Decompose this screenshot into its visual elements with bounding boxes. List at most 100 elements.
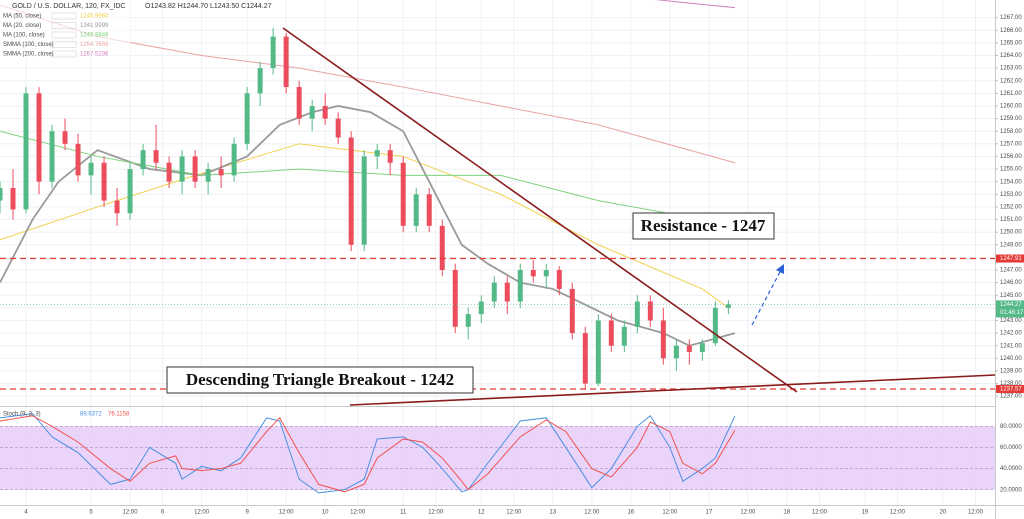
candle-body (75, 143, 81, 176)
candle-body (478, 301, 484, 315)
candle-body (595, 320, 601, 384)
level-label: 1237.57 (1000, 387, 1022, 393)
y-tick-label: 1254.00 (1000, 179, 1022, 185)
x-tick-label: 12:00 (584, 510, 600, 516)
candle-body (101, 162, 107, 201)
candle-body (543, 270, 549, 277)
candle-body (231, 143, 237, 176)
x-tick-label: 12:00 (123, 510, 139, 516)
level-tag (996, 384, 1024, 393)
symbol-title: GOLD / U.S. DOLLAR, 120, FX_IDC (12, 3, 126, 10)
countdown: 01:46:17 (1000, 310, 1024, 316)
y-tick-label: 1237.00 (1000, 394, 1022, 400)
candle-body (569, 288, 575, 334)
x-tick-label: 12 (478, 510, 485, 516)
candle-body (205, 169, 211, 182)
y-tick-label: 60.0000 (1000, 445, 1022, 451)
candle-body (23, 93, 29, 210)
legend-value: 1245.9960 (80, 14, 109, 20)
y-tick-label: 1252.00 (1000, 204, 1022, 210)
x-tick-label: 12:00 (968, 510, 984, 516)
y-tick-label: 1255.00 (1000, 167, 1022, 173)
x-tick-label: 12:00 (428, 510, 444, 516)
legend-name: SMMA (100, close) (3, 42, 54, 48)
candle-body (192, 156, 198, 182)
level-label: 1247.91 (1000, 256, 1022, 262)
y-tick-label: 1240.00 (1000, 356, 1022, 362)
candle-body (0, 187, 3, 201)
y-tick-label: 80.0000 (1000, 424, 1022, 430)
candle-body (62, 131, 68, 144)
candle-body (556, 270, 562, 289)
x-tick-label: 18 (784, 510, 791, 516)
candle-body (127, 169, 133, 214)
legend-name: SMMA (200, close) (3, 52, 54, 58)
legend: GOLD / U.S. DOLLAR, 120, FX_IDC O1243.82 … (0, 0, 272, 418)
y-tick-label: 1256.00 (1000, 154, 1022, 160)
trend-line (282, 27, 798, 393)
candle-body (348, 137, 354, 245)
candle-body (699, 343, 705, 353)
candle-body (582, 333, 588, 384)
axes: 1237.00 1238.00 1239.00 1240.00 1241.00 1242.… (24, 15, 1024, 516)
x-tick-label: 13 (549, 510, 556, 516)
last-price-tag (996, 300, 1024, 318)
candle-body (36, 93, 42, 182)
y-tick-label: 1247.00 (1000, 268, 1022, 274)
annotation: Resistance - 1247 (641, 216, 766, 235)
x-tick-label: 10 (322, 510, 329, 516)
candle-body (283, 36, 289, 88)
candle-body (465, 314, 471, 327)
candle-body (712, 307, 718, 344)
x-tick-label: 12:00 (194, 510, 210, 516)
y-tick-label: 1242.00 (1000, 331, 1022, 337)
candle-body (114, 200, 120, 214)
candle-body (335, 118, 341, 138)
x-tick-label: 5 (89, 510, 93, 516)
candle-body (452, 270, 458, 327)
candle-body (270, 36, 276, 69)
y-tick-label: 1239.00 (1000, 369, 1022, 375)
candle-body (400, 162, 406, 226)
x-tick-label: 6 (161, 510, 165, 516)
candle-body (686, 345, 692, 353)
x-tick-label: 11 (400, 510, 407, 516)
y-tick-label: 1246.00 (1000, 280, 1022, 286)
candle-body (10, 187, 16, 210)
candle-body (179, 156, 185, 182)
y-tick-label: 1264.00 (1000, 53, 1022, 59)
projection-arrow (751, 269, 782, 326)
legend-value: 1254.7659 (80, 42, 109, 48)
x-tick-label: 9 (245, 510, 249, 516)
moving-average (0, 105, 736, 347)
candle-body (309, 105, 315, 119)
candle-body (296, 87, 302, 119)
candle-body (491, 282, 497, 302)
y-tick-label: 1266.00 (1000, 28, 1022, 34)
level-tag (996, 254, 1024, 263)
candle-body (413, 194, 419, 226)
candle-body (426, 194, 432, 226)
last-price-label: 1244.27 (1000, 302, 1022, 308)
candle-body (374, 150, 380, 157)
candle-body (725, 304, 731, 308)
stoch-line (0, 413, 736, 494)
annotation-box (632, 212, 775, 240)
stoch-line (0, 415, 736, 493)
x-tick-label: 20 (940, 510, 947, 516)
legend-name: MA (100, close) (3, 33, 45, 39)
y-tick-label: 1257.00 (1000, 141, 1022, 147)
candle-body (530, 270, 536, 277)
y-tick-label: 1241.00 (1000, 343, 1022, 349)
annotation-box (166, 366, 474, 394)
x-tick-label: 12:00 (279, 510, 295, 516)
candle-body (88, 162, 94, 176)
x-tick-label: 4 (24, 510, 28, 516)
y-tick-label: 40.0000 (1000, 466, 1022, 472)
candle-body (608, 320, 614, 346)
x-tick-label: 16 (627, 510, 634, 516)
y-tick-label: 1259.00 (1000, 116, 1022, 122)
annotation: Descending Triangle Breakout - 1242 (186, 370, 454, 389)
y-tick-label: 1250.00 (1000, 230, 1022, 236)
